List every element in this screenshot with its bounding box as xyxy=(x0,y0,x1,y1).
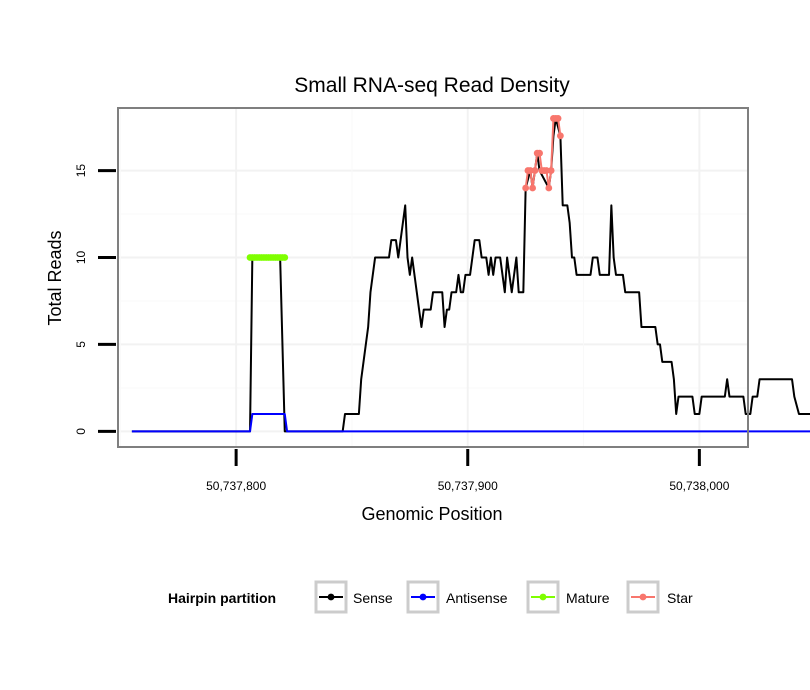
data-point-mature xyxy=(281,254,289,261)
series-layer xyxy=(131,115,810,433)
legend-key-point xyxy=(639,593,647,601)
legend-entries: Sense Antisense Mature Star xyxy=(314,580,693,614)
legend-item-antisense: Antisense xyxy=(406,580,508,614)
series-mature xyxy=(246,254,289,261)
series-line-sense xyxy=(131,117,810,433)
data-point-star xyxy=(556,132,564,140)
x-axis-title: Genomic Position xyxy=(361,504,502,524)
x-tick-label: 50,738,000 xyxy=(669,479,729,493)
x-tick-label: 50,737,900 xyxy=(438,479,498,493)
y-tick-label: 10 xyxy=(74,251,88,265)
data-point-star xyxy=(545,184,553,192)
data-point-star xyxy=(522,184,530,192)
data-point-star xyxy=(536,149,543,157)
y-tick-label: 0 xyxy=(74,428,88,435)
data-point-star xyxy=(547,167,555,174)
series-antisense xyxy=(131,412,810,433)
y-axis: 0 5 10 15 xyxy=(74,164,116,435)
plot-background xyxy=(118,108,748,447)
x-axis: 50,737,800 50,737,900 50,738,000 xyxy=(206,449,730,493)
legend-title: Hairpin partition xyxy=(168,590,276,606)
legend-label-star: Star xyxy=(667,590,693,606)
series-star xyxy=(522,115,564,192)
legend: Hairpin partition Sense Antisense Mature St… xyxy=(168,580,693,614)
data-point-star xyxy=(529,184,536,192)
legend-key-point xyxy=(419,593,427,601)
legend-item-mature: Mature xyxy=(526,580,610,614)
legend-label-mature: Mature xyxy=(566,590,610,606)
data-point-star xyxy=(554,115,562,122)
legend-label-sense: Sense xyxy=(353,590,393,606)
y-tick-label: 5 xyxy=(74,341,88,348)
data-point-star xyxy=(531,167,539,174)
legend-key-point xyxy=(539,593,547,601)
legend-item-star: Star xyxy=(626,580,693,614)
plot-area xyxy=(117,107,810,448)
y-axis-title: Total Reads xyxy=(45,230,65,325)
plot-border xyxy=(117,107,749,448)
grid xyxy=(118,108,748,447)
legend-item-sense: Sense xyxy=(314,580,393,614)
chart-title: Small RNA-seq Read Density xyxy=(294,74,570,97)
legend-label-antisense: Antisense xyxy=(446,590,508,606)
series-sense xyxy=(131,117,810,433)
y-tick-label: 15 xyxy=(74,164,88,178)
x-tick-label: 50,737,800 xyxy=(206,479,266,493)
series-line-antisense xyxy=(131,412,810,433)
legend-key-point xyxy=(327,593,335,601)
